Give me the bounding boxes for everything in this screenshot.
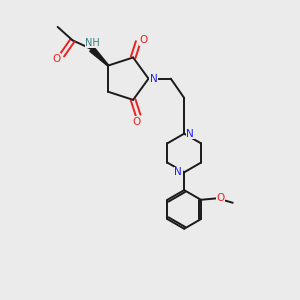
- Text: O: O: [140, 35, 148, 45]
- Polygon shape: [90, 47, 109, 66]
- Text: O: O: [133, 117, 141, 127]
- Text: N: N: [186, 129, 194, 139]
- Text: O: O: [217, 193, 225, 203]
- Text: NH: NH: [85, 38, 100, 48]
- Text: N: N: [174, 167, 182, 177]
- Text: O: O: [52, 54, 61, 64]
- Text: N: N: [150, 74, 158, 84]
